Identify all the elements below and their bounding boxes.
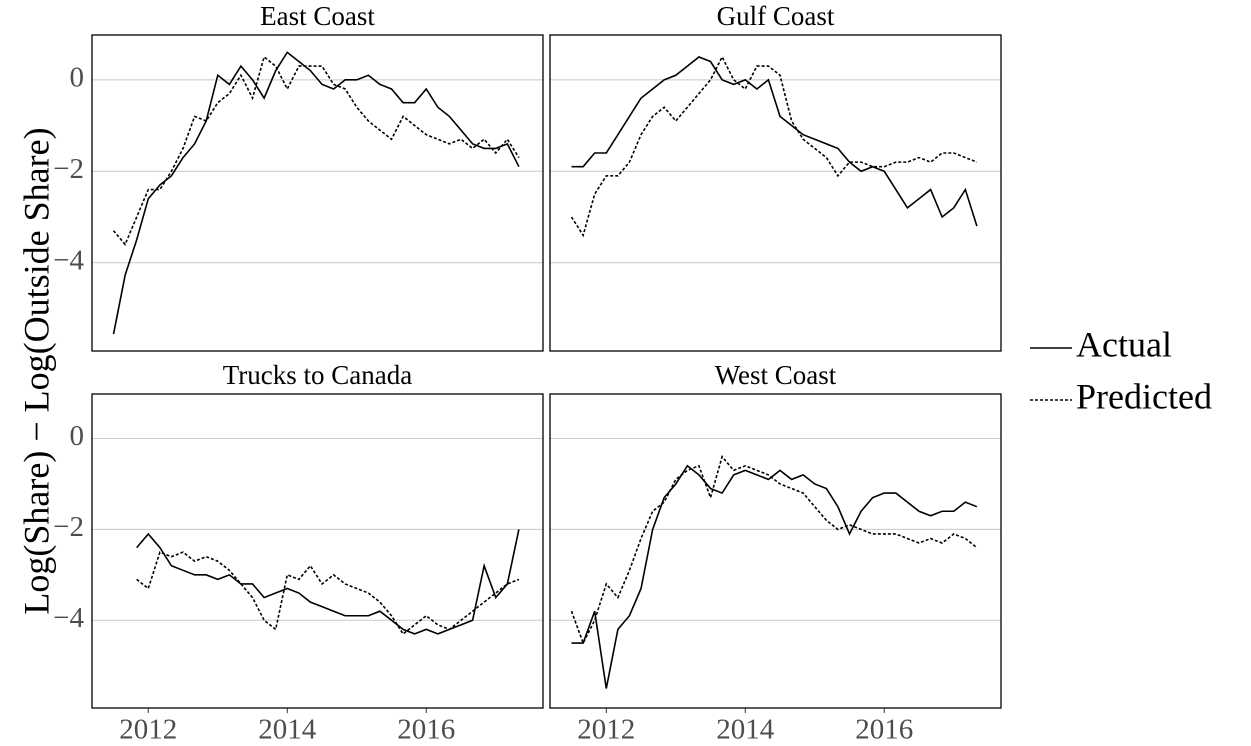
panel-border: [91, 393, 544, 709]
panel-border: [549, 34, 1002, 352]
x-tick-label: 2014: [716, 714, 775, 746]
panel-title: West Coast: [715, 360, 837, 390]
series-line: [112, 51, 520, 335]
x-tick-label: 2016: [855, 714, 913, 746]
series-line: [112, 55, 520, 246]
series-line: [571, 464, 978, 689]
panel-title: Gulf Coast: [717, 1, 835, 31]
legend-label: Predicted: [1076, 376, 1212, 416]
y-axis-label: Log(Share) − Log(Outside Share): [16, 127, 56, 614]
series-line: [136, 529, 520, 635]
y-tick-label: 0: [70, 61, 85, 93]
y-tick-label: −2: [53, 511, 84, 543]
panel-title: Trucks to Canada: [223, 360, 413, 390]
x-tick-label: 2012: [577, 714, 635, 746]
y-tick-label: −2: [53, 153, 84, 185]
panel-title: East Coast: [260, 1, 375, 31]
series-line: [570, 55, 978, 238]
series-line: [571, 56, 978, 227]
panel-border: [549, 393, 1002, 709]
legend-label: Actual: [1076, 324, 1172, 364]
x-tick-label: 2012: [119, 714, 177, 746]
y-tick-label: −4: [53, 602, 84, 634]
x-tick-label: 2016: [397, 714, 455, 746]
panel-border: [91, 34, 544, 352]
y-tick-label: −4: [53, 244, 84, 276]
series-line: [570, 455, 978, 646]
x-tick-label: 2014: [258, 714, 317, 746]
y-tick-label: 0: [70, 420, 85, 452]
series-line: [136, 551, 520, 636]
